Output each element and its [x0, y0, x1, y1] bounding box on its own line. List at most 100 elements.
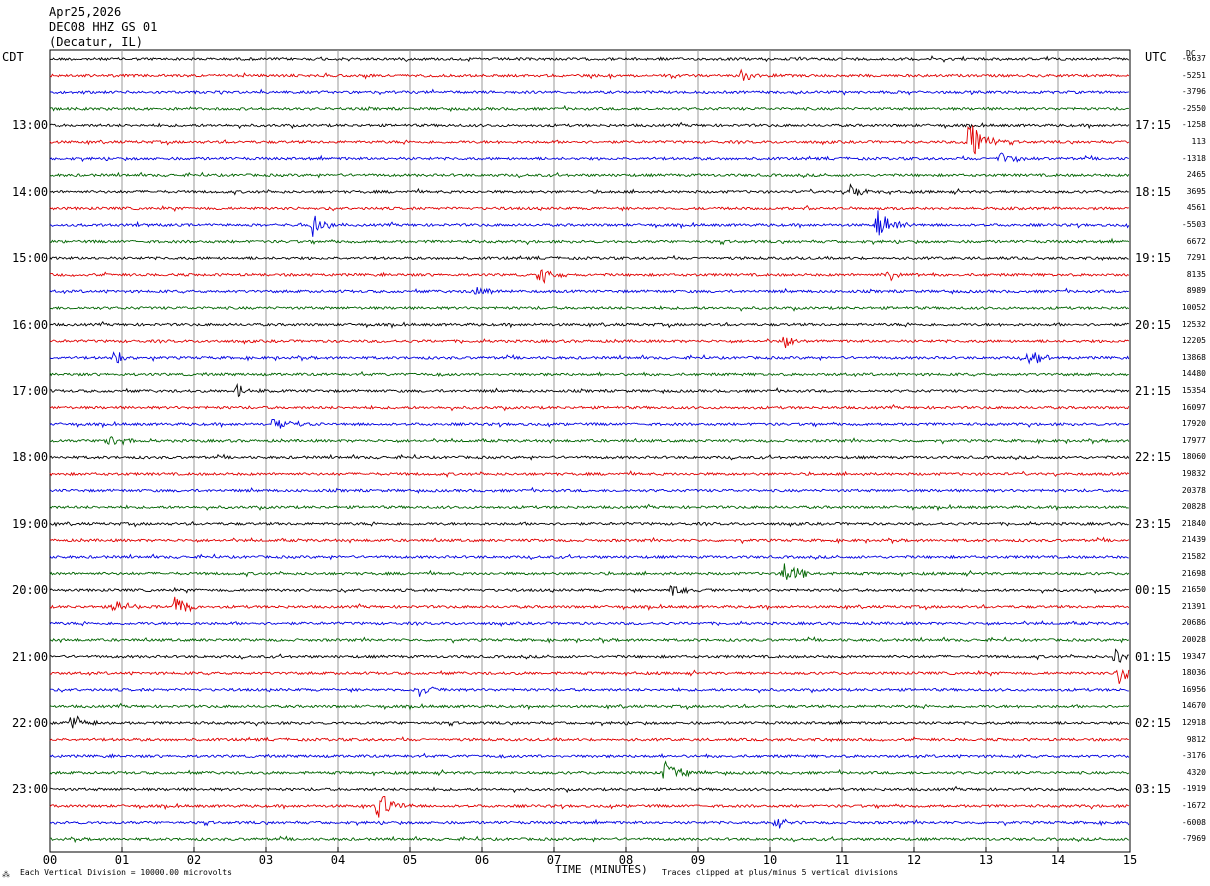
- left-hour-label: 21:00: [12, 649, 49, 664]
- dc-offset-value: 17977: [1181, 435, 1206, 445]
- x-tick-label: 09: [691, 853, 705, 867]
- dc-offset-value: 21582: [1181, 552, 1206, 561]
- trace-line-7: [49, 171, 1130, 179]
- trace-line-6: [49, 152, 1129, 163]
- dc-offset-value: 18036: [1181, 668, 1206, 678]
- dc-offset-value: 7291: [1186, 253, 1206, 263]
- trace-line-11: [49, 237, 1130, 246]
- trace-line-43: [49, 760, 1130, 779]
- minute-gridlines: [121, 50, 1059, 852]
- trace-line-46: [49, 818, 1130, 829]
- trace-line-4: [49, 121, 1130, 130]
- left-hour-label: 18:00: [12, 450, 49, 465]
- trace-line-17: [49, 336, 1130, 349]
- dc-offset-value: 8135: [1186, 269, 1206, 279]
- dc-offset-value: 15354: [1181, 386, 1206, 395]
- trace-line-34: [49, 620, 1130, 627]
- trace-line-44: [49, 785, 1130, 794]
- dc-offset-value: 3695: [1186, 186, 1206, 196]
- trace-line-27: [49, 503, 1129, 512]
- dc-label: DC: [1186, 49, 1196, 58]
- dc-offset-value: -6637: [1181, 54, 1206, 63]
- trace-line-8: [49, 183, 1129, 196]
- dc-offset-value: 4320: [1186, 767, 1206, 777]
- right-hour-label: 23:15: [1135, 516, 1172, 531]
- trace-line-39: [49, 702, 1130, 711]
- dc-offset-value: 14670: [1181, 701, 1206, 711]
- dc-offset-value: 13868: [1181, 352, 1206, 362]
- trace-line-47: [49, 835, 1130, 844]
- trace-line-32: [49, 585, 1129, 596]
- left-hour-label: 19:00: [12, 516, 49, 531]
- trace-line-0: [49, 55, 1130, 63]
- dc-offset-value: 20378: [1181, 485, 1206, 495]
- dc-offset-value: 12532: [1181, 319, 1206, 329]
- dc-offset-value: 6672: [1186, 236, 1206, 246]
- right-timezone-label: UTC: [1145, 50, 1167, 64]
- dc-offset-value: 16956: [1181, 684, 1206, 694]
- footer-clip: Traces clipped at plus/minus 5 vertical …: [662, 868, 899, 877]
- dc-offset-value: 9812: [1186, 734, 1206, 744]
- dc-offset-value: 20686: [1181, 618, 1206, 628]
- dc-offset-value: -7969: [1181, 834, 1206, 844]
- dc-offset-value: 20828: [1181, 502, 1206, 512]
- dc-offset-value: -1919: [1181, 784, 1206, 794]
- dc-offset-value: -3176: [1181, 751, 1206, 761]
- x-tick-label: 05: [403, 853, 417, 867]
- x-axis-title: TIME (MINUTES): [555, 863, 648, 876]
- dc-offset-value: 21698: [1181, 568, 1206, 578]
- x-axis-ticks: 00 01 02 03 04 05 06 07 08 09 10 11 12 13 14 15: [43, 847, 1137, 867]
- trace-line-26: [49, 486, 1129, 494]
- dc-offset-value: 21650: [1181, 585, 1206, 595]
- right-hour-label: 21:15: [1135, 384, 1172, 398]
- right-hour-label: 03:15: [1135, 782, 1172, 797]
- trace-line-13: [49, 269, 1130, 284]
- right-hour-label: 22:15: [1135, 450, 1172, 465]
- dc-offset-value: 21391: [1181, 601, 1206, 611]
- corner-mark: ⁂: [2, 870, 10, 879]
- trace-line-31: [49, 563, 1130, 580]
- trace-line-20: [49, 382, 1130, 398]
- trace-line-37: [49, 668, 1130, 684]
- right-hour-label: 02:15: [1135, 716, 1172, 730]
- trace-line-18: [49, 351, 1130, 365]
- right-hour-label: 00:15: [1135, 583, 1172, 598]
- trace-line-29: [49, 536, 1130, 545]
- trace-line-22: [49, 419, 1130, 429]
- left-hour-label: 17:00: [12, 384, 49, 398]
- dc-offset-value: 19347: [1181, 651, 1206, 661]
- trace-line-5: [49, 125, 1130, 155]
- left-hour-label: 23:00: [12, 782, 49, 797]
- dc-offset-value: 14480: [1181, 369, 1206, 379]
- x-tick-label: 03: [259, 853, 273, 867]
- x-tick-label: 11: [835, 853, 849, 867]
- trace-line-2: [49, 88, 1129, 96]
- seismic-traces: [49, 55, 1130, 844]
- dc-offset-value: 113: [1191, 137, 1206, 146]
- trace-line-19: [49, 370, 1129, 378]
- trace-line-23: [49, 436, 1130, 446]
- left-hour-label: 15:00: [12, 251, 49, 266]
- trace-line-21: [49, 403, 1130, 412]
- dc-offset-value: 19832: [1181, 469, 1206, 478]
- dc-offset-value: -3796: [1181, 87, 1206, 97]
- x-tick-label: 01: [115, 853, 129, 867]
- trace-line-16: [49, 320, 1130, 329]
- dc-offset-value: -6008: [1181, 817, 1206, 827]
- right-hour-label: 20:15: [1135, 317, 1172, 332]
- x-tick-label: 15: [1123, 853, 1137, 867]
- x-tick-label: 02: [187, 853, 201, 867]
- dc-offset-value: 21439: [1181, 535, 1206, 545]
- trace-line-14: [49, 287, 1129, 295]
- trace-line-15: [49, 305, 1130, 312]
- trace-line-33: [49, 596, 1130, 613]
- header-station: DEC08 HHZ GS 01: [49, 20, 158, 34]
- trace-line-38: [49, 686, 1129, 697]
- dc-offset-value: 10052: [1181, 303, 1206, 312]
- footer-scale: Each Vertical Division = 10000.00 microv…: [20, 868, 232, 877]
- dc-offset-value: 16097: [1181, 402, 1206, 412]
- trace-line-41: [49, 736, 1129, 743]
- dc-offset-value: 2465: [1186, 170, 1206, 180]
- dc-offset-value: 17920: [1181, 419, 1206, 429]
